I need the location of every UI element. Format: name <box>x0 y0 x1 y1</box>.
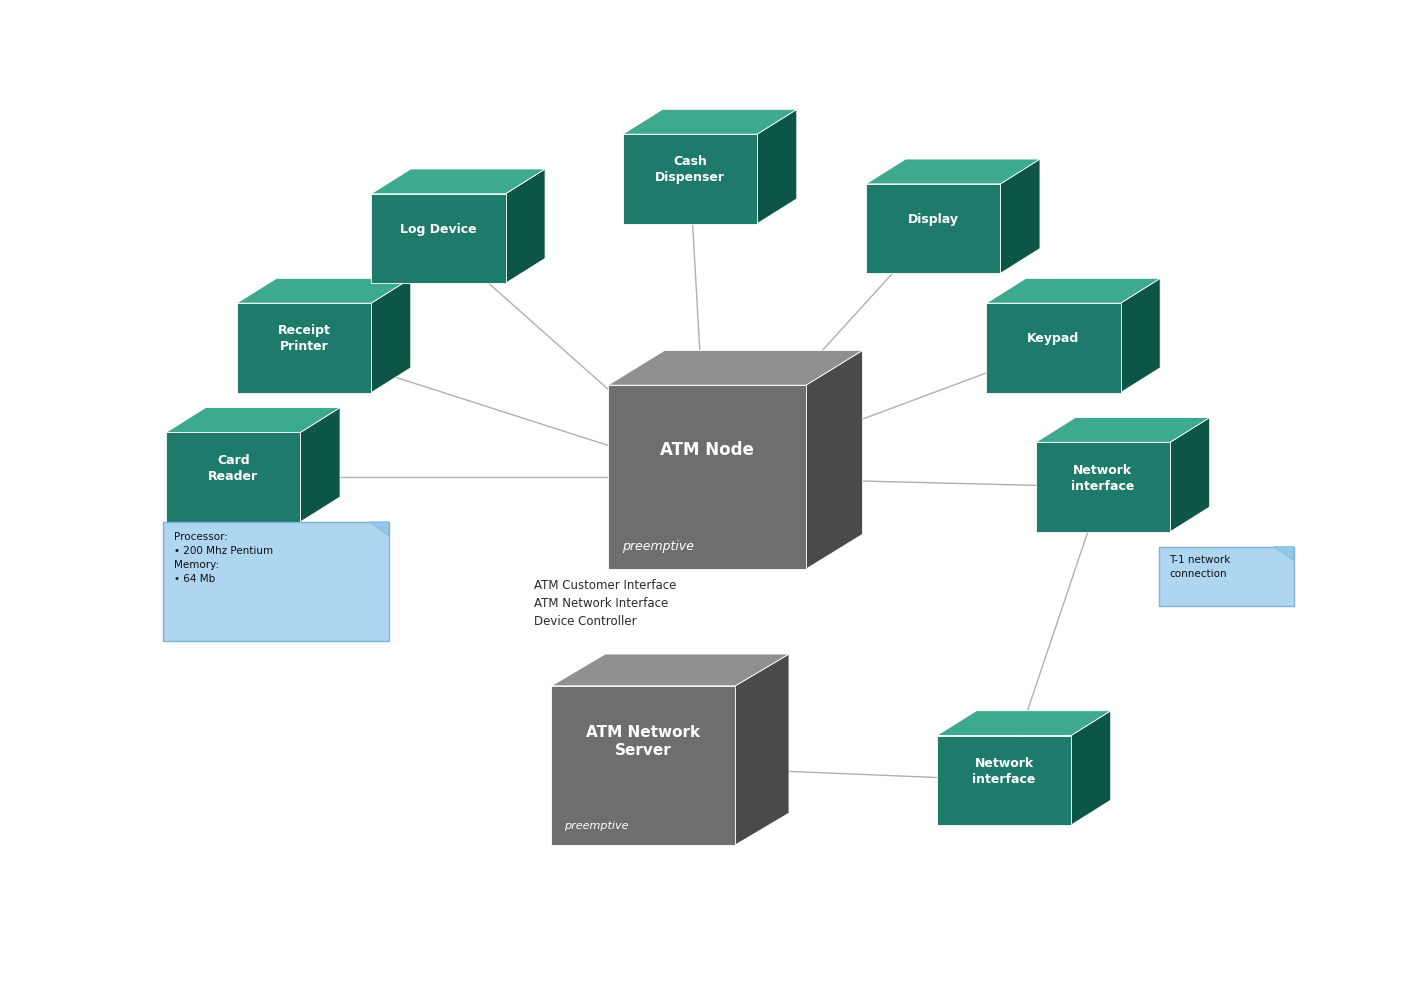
Text: ATM Customer Interface
ATM Network Interface
Device Controller: ATM Customer Interface ATM Network Inter… <box>534 579 677 627</box>
FancyBboxPatch shape <box>167 432 301 522</box>
Polygon shape <box>735 654 789 845</box>
Polygon shape <box>369 522 389 536</box>
Polygon shape <box>1036 417 1210 442</box>
FancyBboxPatch shape <box>551 686 735 845</box>
Polygon shape <box>506 169 546 283</box>
Polygon shape <box>608 350 863 385</box>
Text: Processor:
• 200 Mhz Pentium
Memory:
• 64 Mb: Processor: • 200 Mhz Pentium Memory: • 6… <box>174 532 273 583</box>
Text: T-1 network
connection: T-1 network connection <box>1169 555 1230 579</box>
FancyBboxPatch shape <box>163 522 389 641</box>
FancyBboxPatch shape <box>987 303 1121 393</box>
Text: preemptive: preemptive <box>564 821 629 831</box>
Polygon shape <box>1171 417 1210 532</box>
FancyBboxPatch shape <box>608 385 806 569</box>
Polygon shape <box>758 109 797 224</box>
Polygon shape <box>370 278 411 393</box>
FancyBboxPatch shape <box>936 736 1072 825</box>
Polygon shape <box>806 350 863 569</box>
Text: preemptive: preemptive <box>622 541 694 554</box>
Text: Display: Display <box>908 213 959 227</box>
Polygon shape <box>551 654 789 686</box>
Polygon shape <box>1274 547 1294 561</box>
Text: Log Device: Log Device <box>400 223 477 237</box>
Text: Cash
Dispenser: Cash Dispenser <box>655 155 725 185</box>
FancyBboxPatch shape <box>1159 547 1294 606</box>
FancyBboxPatch shape <box>370 194 506 283</box>
Polygon shape <box>1072 711 1111 825</box>
Text: ATM Network
Server: ATM Network Server <box>587 725 700 758</box>
Text: Keypad: Keypad <box>1028 332 1079 346</box>
Text: Receipt
Printer: Receipt Printer <box>277 324 331 354</box>
FancyBboxPatch shape <box>1036 442 1171 532</box>
Polygon shape <box>1121 278 1159 393</box>
Polygon shape <box>1001 159 1041 273</box>
Text: ATM Node: ATM Node <box>660 440 754 458</box>
FancyBboxPatch shape <box>236 303 370 393</box>
Text: Network
interface: Network interface <box>1072 463 1134 493</box>
FancyBboxPatch shape <box>622 134 758 224</box>
Text: Network
interface: Network interface <box>973 756 1035 786</box>
Polygon shape <box>370 169 546 194</box>
Polygon shape <box>236 278 411 303</box>
Polygon shape <box>301 408 341 522</box>
Polygon shape <box>987 278 1159 303</box>
Polygon shape <box>936 711 1111 736</box>
Text: Card
Reader: Card Reader <box>208 453 259 483</box>
Polygon shape <box>167 408 341 432</box>
Polygon shape <box>865 159 1041 184</box>
FancyBboxPatch shape <box>865 184 1001 273</box>
Polygon shape <box>622 109 797 134</box>
